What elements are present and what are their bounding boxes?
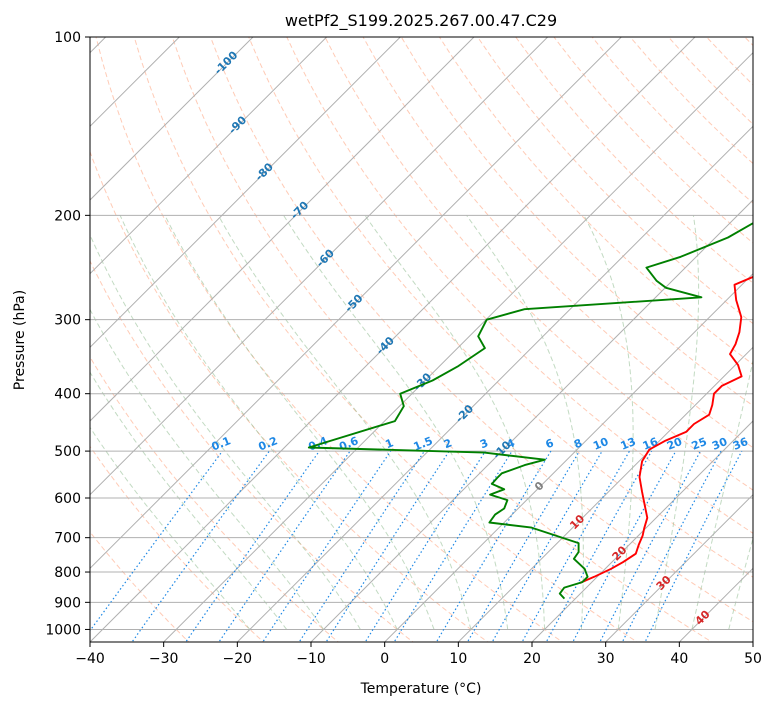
mixing-ratio-label: 10 [591, 435, 610, 453]
mixing-ratio-label: 1 [383, 436, 395, 451]
plot-background [90, 37, 753, 642]
mixing-ratio-line [466, 450, 580, 642]
mixing-ratio-label: 3 [478, 436, 490, 451]
isotherm-line [604, 493, 753, 642]
x-tick-label: −40 [75, 651, 105, 667]
mixing-ratio-label: 25 [690, 435, 709, 453]
y-tick-label: 400 [54, 387, 81, 403]
moist-adiabat [217, 215, 472, 630]
mixing-ratio-line [185, 450, 320, 642]
dry-adiabat [324, 37, 753, 491]
mixing-ratio-label: 36 [731, 435, 750, 453]
y-tick-label: 600 [54, 491, 81, 507]
plot-frame [89, 36, 754, 643]
x-tick-label: 20 [523, 651, 541, 667]
dewpoint-line [307, 222, 753, 600]
background-lines [90, 37, 753, 642]
x-tick-label: 0 [380, 651, 389, 667]
y-tick-label: 200 [54, 208, 81, 224]
isotherm-line [90, 37, 328, 275]
dry-adiabat [477, 37, 753, 325]
y-axis-title: Pressure (hPa) [12, 290, 28, 390]
dry-adiabat [90, 356, 339, 642]
mixing-ratio-line [325, 450, 450, 642]
dry-adiabat [90, 445, 265, 642]
isotherm-line [90, 37, 475, 422]
mixing-ratio-label: 13 [619, 435, 638, 453]
isotherm-line [310, 199, 753, 642]
x-axis-title: Temperature (°C) [360, 681, 482, 697]
x-tick-label: −20 [223, 651, 253, 667]
mixing-ratio-line [90, 450, 223, 632]
isotherm-line [162, 51, 753, 642]
isotherm-line [236, 125, 753, 642]
y-tick-label: 500 [54, 444, 81, 460]
isotherm-line [457, 346, 753, 642]
y-tick-label: 800 [54, 565, 81, 581]
mixing-ratio-line [599, 450, 702, 642]
y-tick-label: 1000 [45, 622, 81, 638]
mixing-ratio-label: 8 [572, 436, 584, 451]
mixing-ratio-line [262, 450, 392, 642]
x-tick-label: −30 [149, 651, 179, 667]
mixing-ratio-label: 2 [442, 436, 454, 451]
x-tick-label: 40 [670, 651, 688, 667]
dry-adiabat [286, 37, 753, 534]
isotherm-line [90, 37, 254, 201]
mixing-ratio-line [572, 450, 677, 642]
isotherm-line [752, 641, 753, 642]
isotherm-line [90, 37, 402, 349]
isotherm-line [90, 37, 696, 642]
moist-adiabat [119, 215, 398, 630]
isotherm-line [383, 272, 753, 642]
mixing-ratio-line [393, 450, 513, 642]
y-tick-label: 900 [54, 595, 81, 611]
isotherm-line [531, 420, 753, 642]
y-tick-label: 700 [54, 531, 81, 547]
x-tick-label: 30 [597, 651, 615, 667]
dry-adiabat [362, 37, 753, 449]
mixing-ratio-line [218, 450, 351, 642]
mixing-ratio-line [364, 450, 486, 642]
profile-lines [307, 222, 753, 600]
mixing-ratio-line [621, 450, 722, 642]
x-tick-label: 10 [449, 651, 467, 667]
x-tick-label: −10 [296, 651, 326, 667]
temperature-line [579, 275, 753, 584]
y-tick-label: 300 [54, 313, 81, 329]
mixing-ratio-label: 16 [641, 435, 660, 453]
mixing-ratio-label: 30 [710, 435, 729, 453]
dry-adiabat [438, 37, 753, 366]
y-tick-label: 100 [54, 30, 81, 46]
moist-adiabat [90, 308, 324, 630]
chart-title: wetPf2_S199.2025.267.00.47.C29 [285, 11, 557, 31]
isotherm-line [90, 37, 549, 496]
isotherm-line [90, 37, 623, 570]
axis-ticks: −40 −30 −20 −10 0 10 20 30 40 50 100 200 300 400 500 60… [45, 30, 762, 667]
x-tick-label: 50 [744, 651, 762, 667]
mixing-ratio-line [298, 450, 425, 642]
dry-adiabat [95, 37, 564, 642]
dry-adiabat [90, 150, 489, 642]
mixing-ratio-line [131, 450, 270, 642]
